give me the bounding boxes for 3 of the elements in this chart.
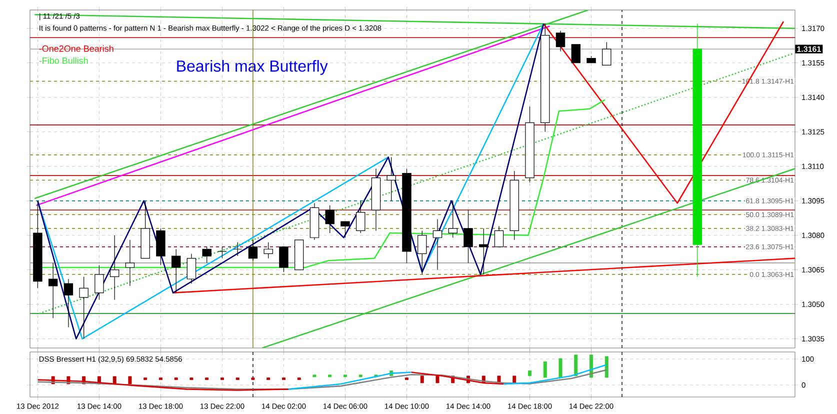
text: -Fibo Bullish <box>39 57 88 64</box>
ref-line-label: 1.3161 <box>797 46 821 52</box>
text: -One2One Bearish <box>39 45 114 52</box>
